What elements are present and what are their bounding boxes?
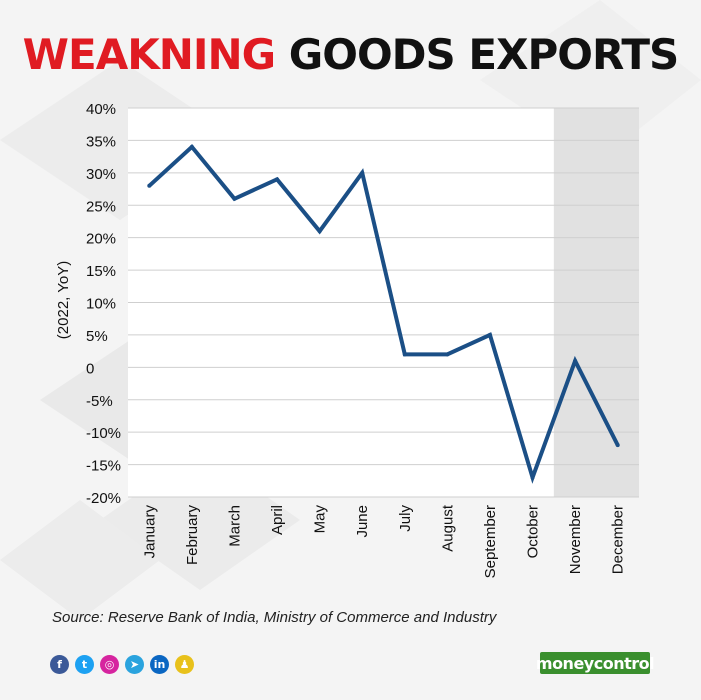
y-tick-label: 0 bbox=[86, 360, 94, 377]
snapchat-icon[interactable]: ♟ bbox=[175, 655, 194, 674]
facebook-icon[interactable]: f bbox=[50, 655, 69, 674]
data-point bbox=[487, 332, 492, 337]
data-point bbox=[189, 144, 194, 149]
x-tick-label: July bbox=[397, 505, 414, 532]
x-tick-label: March bbox=[226, 505, 243, 547]
y-tick-label: -5% bbox=[86, 393, 113, 410]
y-tick-label: 20% bbox=[86, 231, 116, 248]
x-tick-label: September bbox=[482, 505, 499, 578]
x-tick-label: November bbox=[567, 505, 584, 574]
series-line bbox=[147, 144, 620, 484]
x-tick-label: April bbox=[269, 505, 286, 535]
x-tick-label: June bbox=[354, 505, 371, 538]
x-tick-label: February bbox=[184, 505, 201, 566]
social-icons: f t ◎ ➤ in ♟ bbox=[50, 655, 194, 674]
data-point bbox=[147, 183, 152, 188]
data-point bbox=[445, 352, 450, 357]
title-highlight: WEAKNING bbox=[22, 30, 276, 79]
y-tick-label: 25% bbox=[86, 198, 116, 215]
data-point bbox=[360, 170, 365, 175]
y-tick-label: 10% bbox=[86, 296, 116, 313]
data-point bbox=[573, 358, 578, 363]
data-point bbox=[232, 196, 237, 201]
y-tick-label: -15% bbox=[86, 458, 121, 475]
y-tick-label: 40% bbox=[86, 101, 116, 118]
twitter-icon[interactable]: t bbox=[75, 655, 94, 674]
x-tick-label: August bbox=[439, 504, 456, 552]
y-tick-label: 35% bbox=[86, 133, 116, 150]
data-point bbox=[615, 443, 620, 448]
y-tick-label: -10% bbox=[86, 425, 121, 442]
y-tick-label: -20% bbox=[86, 490, 121, 507]
moneycontrol-logo[interactable]: moneycontrol bbox=[535, 652, 655, 674]
title-rest: GOODS EXPORTS bbox=[288, 30, 680, 79]
x-tick-label: January bbox=[141, 505, 158, 559]
y-tick-label: 5% bbox=[86, 328, 108, 345]
y-tick-label: 30% bbox=[86, 166, 116, 183]
source-note: Source: Reserve Bank of India, Ministry … bbox=[52, 609, 497, 626]
linkedin-icon[interactable]: in bbox=[150, 655, 169, 674]
instagram-icon[interactable]: ◎ bbox=[100, 655, 119, 674]
chart-title: WEAKNING GOODS EXPORTS bbox=[0, 30, 701, 79]
y-tick-label: 15% bbox=[86, 263, 116, 280]
data-point bbox=[530, 475, 535, 480]
data-point bbox=[275, 177, 280, 182]
x-tick-label: May bbox=[312, 505, 329, 534]
data-point bbox=[402, 352, 407, 357]
y-axis-label: (2022, YoY) bbox=[55, 261, 72, 339]
line-chart: 40% 35% 30% 25% 20% 15% 10% 5% 0 -5% -10% -15% -20% J… bbox=[55, 101, 639, 578]
x-tick-label: December bbox=[610, 505, 627, 574]
telegram-icon[interactable]: ➤ bbox=[125, 655, 144, 674]
data-point bbox=[317, 229, 322, 234]
x-tick-label: October bbox=[525, 505, 542, 558]
